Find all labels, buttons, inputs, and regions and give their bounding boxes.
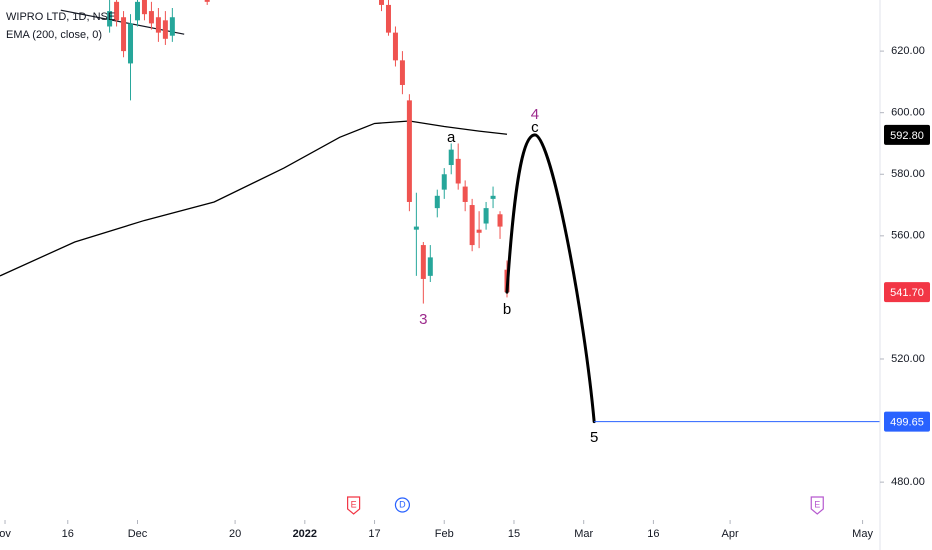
candle-body: [121, 17, 127, 52]
y-tick-label: 520.00: [891, 353, 925, 365]
candle-body: [497, 214, 503, 227]
x-tick-label: Feb: [435, 528, 454, 540]
candle-body: [134, 1, 140, 21]
candle-body: [490, 195, 496, 199]
price-badge: [884, 411, 930, 432]
candle-body: [148, 11, 154, 24]
candle-body: [204, 0, 210, 2]
candle-body: [413, 226, 419, 230]
candle-body: [114, 1, 120, 21]
wave-projection: [505, 133, 596, 424]
event-shape: [394, 497, 411, 513]
candle-body: [169, 17, 175, 36]
event-shape: [347, 496, 361, 515]
candle-body: [469, 205, 475, 246]
price-badge: [884, 124, 930, 145]
candle-body: [427, 257, 433, 276]
x-tick-label: Mar: [574, 528, 593, 540]
candle-body: [162, 20, 168, 39]
y-tick-label: 620.00: [891, 45, 925, 57]
wave-label: 5: [590, 429, 598, 446]
x-tick-label: 16: [62, 528, 74, 540]
chart-title: WIPRO LTD, 1D, NSE: [6, 11, 115, 23]
x-tick-label: Dec: [128, 528, 148, 540]
candle-body: [448, 149, 454, 166]
event-icon: E: [347, 496, 361, 515]
wave-label: c: [531, 119, 539, 136]
y-tick-label: 580.00: [891, 168, 925, 180]
event-label: D: [399, 499, 406, 509]
ema-line: [0, 120, 508, 277]
x-tick-label: 20: [229, 528, 241, 540]
x-tick-label: 16: [647, 528, 659, 540]
event-icon: E: [810, 496, 824, 515]
plot-area: 3 a b 4c 5: [0, 0, 880, 446]
x-tick-label: Apr: [722, 528, 739, 540]
candle-body: [385, 4, 391, 33]
y-tick-label: 560.00: [891, 230, 925, 242]
wave-label: 4: [531, 106, 539, 123]
event-icon: D: [394, 497, 411, 513]
price-badge-label: 499.65: [890, 417, 924, 429]
y-tick-label: 480.00: [891, 476, 925, 488]
legend-entry: EMA (200, close, 0): [6, 29, 102, 41]
candle-body: [128, 23, 134, 64]
candle-body: [107, 11, 113, 27]
candle-body: [392, 32, 398, 61]
event-label: E: [351, 499, 357, 509]
x-tick-label: May: [852, 528, 873, 540]
x-tick-label: 2022: [293, 528, 317, 540]
candle-body: [399, 60, 405, 85]
price-badge: [884, 282, 930, 303]
candle-body: [455, 158, 461, 184]
price-badge-label: 541.70: [890, 287, 924, 299]
x-tick-label: 15: [508, 528, 520, 540]
price-badge-label: 592.80: [890, 130, 924, 142]
x-tick-label: ov: [0, 528, 11, 540]
candle-body: [434, 195, 440, 209]
x-tick-label: 17: [368, 528, 380, 540]
wave-label: 3: [419, 311, 427, 328]
candle-body: [406, 100, 412, 202]
wave-label: b: [503, 301, 511, 318]
candle-body: [420, 245, 426, 279]
candle-body: [483, 208, 489, 224]
event-shape: [810, 496, 824, 515]
candle-body: [141, 0, 147, 15]
wave-label: a: [447, 129, 456, 146]
candle-body: [379, 0, 385, 5]
event-label: E: [814, 499, 820, 509]
candle-body: [155, 17, 161, 33]
candle-body: [476, 229, 482, 233]
y-tick-label: 600.00: [891, 107, 925, 119]
candle-body: [462, 186, 468, 202]
candle-body: [441, 174, 447, 190]
